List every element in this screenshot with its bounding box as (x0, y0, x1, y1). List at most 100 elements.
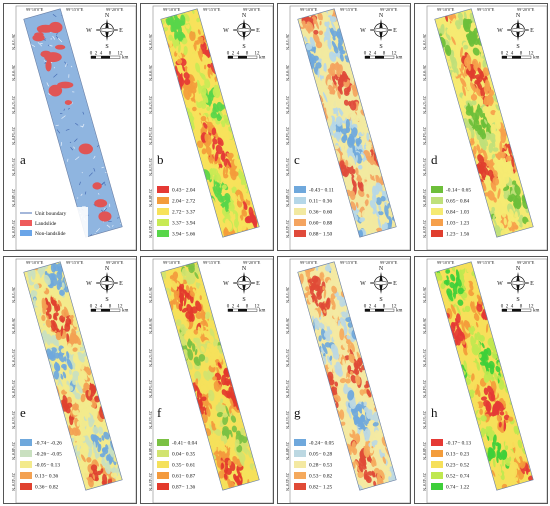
lon-tick-label: 99°15′0″E (66, 7, 84, 12)
legend-swatch (294, 461, 306, 468)
lat-tick-label: 25°51′0″N (422, 411, 427, 429)
legend-swatch (20, 483, 32, 490)
lon-tick-label: 99°20′0″E (517, 7, 535, 12)
scale-unit: km (122, 309, 129, 314)
lat-tick-label: 25°45′0″N (422, 220, 427, 238)
legend-label: 0.82− 1.25 (309, 485, 333, 491)
scale-unit: km (259, 56, 266, 61)
lat-tick-label: 26°0′0″N (422, 65, 427, 81)
legend-swatch (157, 230, 169, 237)
scale-label: 0 (227, 305, 230, 310)
panel-letter: a (20, 152, 26, 167)
legend-label: 0.35− 0.61 (172, 463, 196, 469)
scale-unit: km (396, 309, 403, 314)
legend-swatch (294, 230, 306, 237)
map-frame (426, 258, 547, 503)
panel-letter: c (294, 152, 300, 167)
legend-label: -0.43− 0.11 (309, 188, 334, 194)
compass-label-e: E (393, 28, 397, 34)
compass-label-n: N (242, 266, 247, 272)
legend-swatch (431, 450, 443, 457)
compass-label-e: E (393, 281, 397, 287)
compass-label-s: S (516, 44, 519, 50)
legend-label: 0.87− 1.36 (172, 485, 196, 491)
compass-label-n: N (379, 13, 384, 19)
legend-label: 0.53− 0.82 (309, 474, 333, 480)
compass-label-s: S (105, 44, 108, 50)
lat-tick-label: 25°54′0″N (422, 380, 427, 398)
lat-tick-label: 25°45′0″N (11, 220, 16, 238)
north-arrow-icon: N S E W (497, 266, 534, 303)
lat-tick-label: 25°57′0″N (148, 349, 153, 367)
compass-label-s: S (516, 297, 519, 303)
lat-tick-label: 25°54′0″N (422, 127, 427, 145)
legend-label: Landslide (35, 221, 57, 227)
legend-label: 0.84− 1.03 (446, 210, 470, 216)
legend-swatch (157, 186, 169, 193)
legend-swatch (294, 483, 306, 490)
scale-label: 12 (255, 305, 261, 310)
lat-tick-label: 25°54′0″N (11, 380, 16, 398)
scale-label: 8 (520, 52, 523, 57)
compass-label-e: E (530, 28, 534, 34)
compass-label-n: N (379, 266, 384, 272)
lat-tick-label: 26°3′0″N (285, 34, 290, 50)
scale-label: 0 (227, 52, 230, 57)
legend-label: 0.36− 0.60 (309, 210, 333, 216)
scale-label: 8 (246, 52, 249, 57)
map-svg-e: 99°10′0″E 99°15′0″E 99°20′0″E 26°3′0″N 26°0′… (11, 258, 136, 503)
legend-swatch (157, 197, 169, 204)
lat-tick-label: 26°3′0″N (11, 34, 16, 50)
north-arrow-icon: N S E W (223, 266, 260, 303)
legend-swatch (20, 472, 32, 479)
legend-label: -0.26− -0.05 (35, 452, 62, 458)
legend-label: 1.23− 1.56 (446, 232, 470, 238)
lat-tick-label: 26°0′0″N (422, 318, 427, 334)
compass-label-w: W (360, 281, 366, 287)
map-frame (289, 5, 410, 250)
lat-tick-label: 26°0′0″N (285, 318, 290, 334)
legend-label: 0.88− 1.50 (309, 232, 333, 238)
map-frame (152, 258, 273, 503)
scale-label: 4 (374, 52, 377, 57)
legend-swatch (431, 197, 443, 204)
legend-label: -0.17− 0.13 (446, 441, 471, 447)
map-frame (15, 5, 136, 250)
lon-tick-label: 99°10′0″E (437, 7, 455, 12)
lat-tick-label: 25°51′0″N (422, 158, 427, 176)
compass-label-e: E (530, 281, 534, 287)
lat-tick-label: 25°57′0″N (11, 96, 16, 114)
compass-label-e: E (119, 281, 123, 287)
lat-tick-label: 25°45′0″N (422, 473, 427, 491)
map-panel-b: 99°10′0″E 99°15′0″E 99°20′0″E 26°3′0″N 26°0′… (140, 3, 274, 251)
legend: -0.41− 0.04 0.04− 0.35 0.35− 0.61 0.61− 0.8… (155, 436, 207, 494)
map-frame (426, 5, 547, 250)
legend-swatch (431, 439, 443, 446)
panel-letter: h (431, 405, 438, 420)
scale-label: 2 (95, 305, 98, 310)
legend-label: 3.94− 5.66 (172, 232, 196, 238)
map-panel-a: 99°10′0″E 99°15′0″E 99°20′0″E 26°3′0″N 26°0′… (3, 3, 137, 251)
map-panel-g: 99°10′0″E 99°15′0″E 99°20′0″E 26°3′0″N 26°0′… (277, 256, 411, 504)
compass-label-w: W (497, 281, 503, 287)
legend-swatch (431, 208, 443, 215)
lat-tick-label: 25°54′0″N (285, 127, 290, 145)
legend-label: 0.60− 0.88 (309, 221, 333, 227)
legend-label: 0.52− 0.74 (446, 474, 470, 480)
scale-unit: km (396, 56, 403, 61)
legend-label: 2.72− 3.37 (172, 210, 196, 216)
lon-tick-label: 99°15′0″E (340, 7, 358, 12)
lon-tick-label: 99°10′0″E (163, 260, 181, 265)
map-svg-d: 99°10′0″E 99°15′0″E 99°20′0″E 26°3′0″N 26°0′… (422, 5, 547, 250)
lat-tick-label: 25°57′0″N (422, 96, 427, 114)
lat-tick-label: 25°57′0″N (285, 96, 290, 114)
legend-label: 0.05− 0.28 (309, 452, 333, 458)
map-frame (289, 258, 410, 503)
lon-tick-label: 99°20′0″E (243, 260, 261, 265)
lat-tick-label: 25°48′0″N (11, 442, 16, 460)
scale-label: 8 (520, 305, 523, 310)
scale-unit: km (533, 56, 540, 61)
scale-label: 0 (364, 52, 367, 57)
map-svg-g: 99°10′0″E 99°15′0″E 99°20′0″E 26°3′0″N 26°0′… (285, 258, 410, 503)
